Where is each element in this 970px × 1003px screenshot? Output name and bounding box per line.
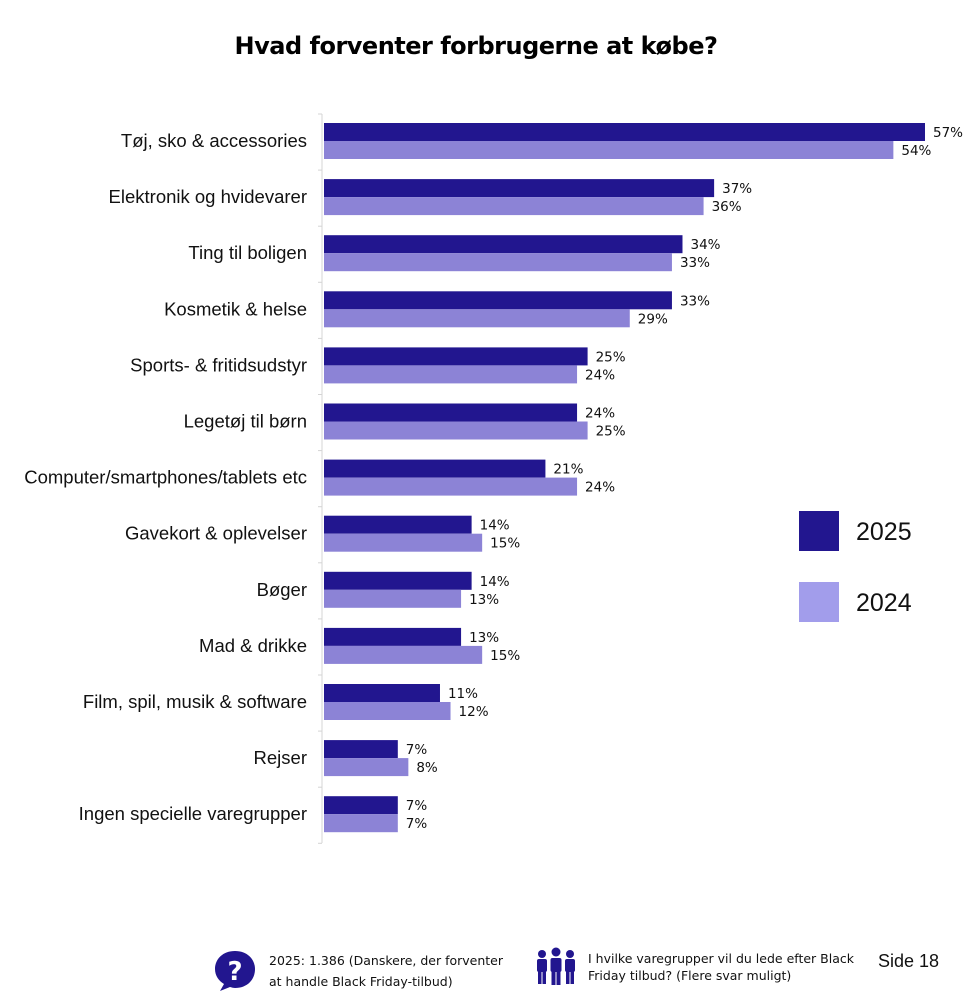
bar-2025 — [324, 515, 472, 534]
value-label-2025: 11% — [448, 686, 478, 702]
value-label-2024: 8% — [416, 760, 438, 776]
value-label-2025: 34% — [690, 237, 720, 253]
footer-question-note: I hvilke varegrupper vil du lede efter B… — [588, 951, 854, 983]
value-label-2025: 37% — [722, 181, 752, 197]
legend-label-2025: 2025 — [856, 518, 912, 546]
category-label: Kosmetik & helse — [164, 298, 307, 319]
bar-chart: Tøj, sko & accessories Elektronik og hvid… — [24, 113, 963, 844]
value-label-2025: 25% — [596, 349, 626, 365]
category-label: Rejser — [254, 747, 307, 768]
category-label: Legetøj til børn — [184, 411, 307, 432]
bar-2025 — [324, 796, 398, 815]
value-label-2025: 33% — [680, 293, 710, 309]
people-group-icon — [537, 947, 575, 985]
value-label-2024: 24% — [585, 367, 615, 383]
value-label-2025: 14% — [480, 574, 510, 590]
value-label-2024: 13% — [469, 592, 499, 608]
chart-title: Hvad forventer forbrugerne at købe? — [234, 32, 718, 60]
legend-swatch-2024 — [799, 582, 839, 622]
bar-2024 — [324, 365, 578, 384]
bar-2025 — [324, 347, 588, 366]
category-label: Mad & drikke — [199, 635, 307, 656]
bar-2025 — [324, 684, 440, 702]
value-label-2025: 7% — [406, 798, 428, 814]
value-label-2025: 13% — [469, 630, 499, 646]
bar-2025 — [324, 179, 715, 198]
value-label-2024: 54% — [901, 143, 931, 159]
bar-2024 — [324, 253, 672, 272]
legend-swatch-2025 — [799, 511, 839, 551]
value-label-2024: 29% — [638, 311, 668, 327]
bar-2025 — [324, 123, 925, 141]
category-label: Gavekort & oplevelser — [125, 523, 307, 544]
value-label-2024: 7% — [406, 816, 428, 832]
category-label: Film, spil, musik & software — [83, 691, 307, 712]
category-label: Computer/smartphones/tablets etc — [24, 467, 307, 488]
bar-2025 — [324, 571, 472, 590]
legend-label-2024: 2024 — [856, 589, 912, 617]
value-label-2025: 7% — [406, 742, 428, 758]
category-label: Sports- & fritidsudstyr — [130, 354, 307, 375]
value-label-2025: 57% — [933, 125, 963, 141]
bar-2024 — [324, 814, 398, 833]
category-label: Bøger — [257, 579, 307, 600]
value-label-2025: 24% — [585, 406, 615, 422]
bar-2025 — [324, 291, 672, 310]
category-label: Ingen specielle varegrupper — [79, 803, 307, 824]
bar-2024 — [324, 533, 483, 552]
category-label: Elektronik og hvidevarer — [109, 186, 307, 207]
bar-2025 — [324, 459, 546, 478]
bar-2024 — [324, 702, 451, 720]
value-label-2024: 25% — [596, 424, 626, 440]
question-bubble-icon: ? — [215, 951, 255, 991]
bar-2025 — [324, 740, 398, 759]
value-label-2025: 14% — [480, 518, 510, 534]
bar-2024 — [324, 645, 483, 664]
value-label-2024: 36% — [712, 199, 742, 215]
value-label-2024: 24% — [585, 480, 615, 496]
value-label-2024: 12% — [459, 704, 489, 720]
bar-2024 — [324, 309, 630, 328]
bar-2025 — [324, 627, 462, 646]
bar-2024 — [324, 197, 704, 216]
bar-2024 — [324, 589, 462, 608]
bar-2025 — [324, 403, 578, 422]
category-label: Ting til boligen — [188, 242, 307, 263]
bar-2024 — [324, 141, 894, 159]
category-label: Tøj, sko & accessories — [121, 130, 307, 151]
page-number: Side 18 — [878, 951, 940, 971]
value-label-2024: 15% — [490, 536, 520, 552]
bar-2024 — [324, 477, 578, 496]
value-label-2025: 21% — [553, 462, 583, 478]
bar-2025 — [324, 235, 683, 254]
footer-source-note: 2025: 1.386 (Danskere, der forventer at … — [269, 953, 504, 989]
value-label-2024: 15% — [490, 648, 520, 664]
svg-text:?: ? — [227, 957, 242, 987]
value-label-2024: 33% — [680, 255, 710, 271]
bar-2024 — [324, 758, 409, 777]
bar-2024 — [324, 421, 588, 440]
